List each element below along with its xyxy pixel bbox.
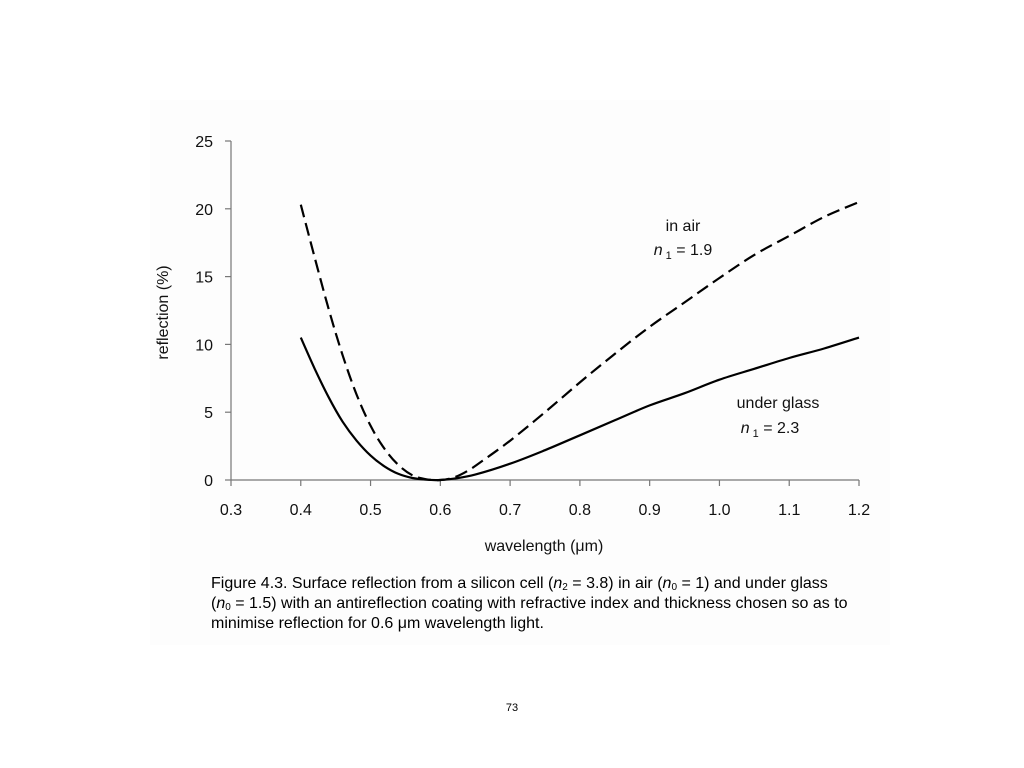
in-air-index-value: = 1.9 (672, 242, 713, 259)
x-tick-label: 0.8 (569, 502, 591, 519)
caption-part-3: = 1) and under glass ( (211, 575, 828, 612)
x-tick-label: 1.0 (708, 502, 730, 519)
under-glass-index-sub: 1 (753, 428, 759, 440)
y-axis-title: reflection (%) (155, 265, 172, 359)
x-tick-label: 0.9 (639, 502, 661, 519)
in-air-index-sub: 1 (666, 250, 672, 262)
caption-var-n0-glass: n (216, 595, 226, 612)
x-tick-label: 0.5 (359, 502, 381, 519)
chart-series (299, 200, 860, 482)
figure-caption: Figure 4.3. Surface reflection from a si… (211, 574, 851, 634)
y-tick-label: 20 (195, 202, 213, 219)
under-glass-curve (299, 336, 860, 482)
x-axis-title: wavelength (μm) (484, 538, 604, 555)
caption-sub-0-glass: 0 (225, 602, 231, 613)
x-tick-label: 1.2 (848, 502, 870, 519)
y-tick-label: 25 (195, 134, 213, 151)
in-air-index-var: n (654, 242, 663, 259)
x-tick-label: 0.7 (499, 502, 521, 519)
y-tick-label: 0 (204, 473, 213, 490)
x-tick-label: 1.1 (778, 502, 800, 519)
caption-sub-2: 2 (562, 582, 568, 593)
x-tick-label: 0.3 (220, 502, 242, 519)
page-number: 73 (505, 702, 519, 714)
caption-part-1: Figure 4.3. Surface reflection from a si… (211, 575, 554, 592)
caption-part-4: = 1.5) with an antireflection coating wi… (211, 595, 848, 632)
chart-axes: 0 5 10 15 20 25 0.3 0.4 0.5 0.6 0.7 0.8 0.9 1.0 1.1 1.2… (155, 134, 870, 555)
y-tick-label: 10 (195, 337, 213, 354)
x-tick-label: 0.6 (429, 502, 451, 519)
caption-var-n0-air: n (662, 575, 672, 592)
under-glass-index-var: n (741, 420, 750, 437)
caption-sub-0-air: 0 (671, 582, 677, 593)
y-tick-label: 5 (204, 405, 213, 422)
y-tick-label: 15 (195, 270, 213, 287)
caption-part-2: = 3.8) in air ( (567, 575, 663, 592)
figure-panel (150, 100, 890, 645)
in-air-curve (299, 200, 860, 482)
caption-var-n2: n (553, 575, 563, 592)
under-glass-index-value: = 2.3 (759, 420, 800, 437)
x-tick-label: 0.4 (290, 502, 312, 519)
in-air-label: in air (666, 218, 701, 235)
under-glass-label: under glass (737, 395, 820, 412)
